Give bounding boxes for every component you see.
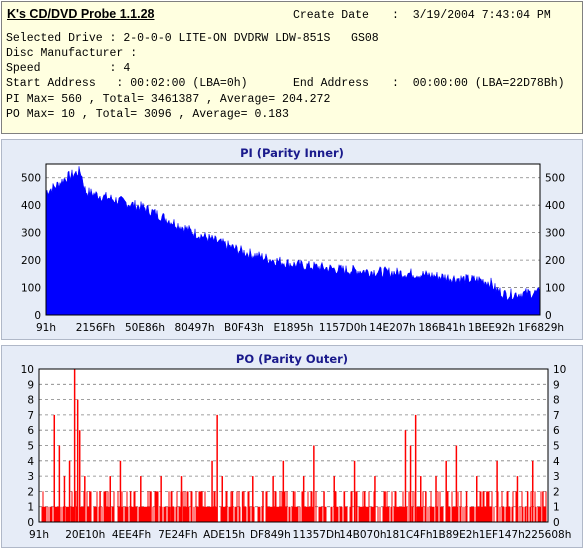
pi-series-area — [45, 166, 541, 316]
y-tick-label-left: 10 — [21, 364, 34, 376]
create-date-label: Create Date — [293, 9, 369, 22]
x-tick-label: 186B41h — [418, 322, 465, 334]
y-tick-label-left: 9 — [27, 379, 34, 391]
y-tick-label-right: 400 — [545, 200, 565, 212]
disc-manufacturer-text: Disc Manufacturer : — [6, 47, 138, 60]
y-tick-label-left: 7 — [27, 410, 34, 422]
x-tick-label: 1157D0h — [319, 322, 367, 334]
x-tick-label: 4EE4Fh — [112, 529, 151, 541]
y-tick-label-right: 6 — [553, 425, 560, 437]
y-tick-label-right: 3 — [553, 471, 560, 483]
x-tick-label: 11357Dh — [293, 529, 341, 541]
y-tick-label-left: 100 — [21, 283, 41, 295]
x-tick-label: E1895h — [273, 322, 313, 334]
y-tick-label-left: 3 — [27, 471, 34, 483]
x-tick-label: 7E24Fh — [158, 529, 197, 541]
x-tick-label: 1EF147h — [479, 529, 525, 541]
x-tick-label: 1BEE92h — [468, 322, 515, 334]
end-address-label: End Address — [293, 77, 369, 90]
y-tick-label-left: 0 — [34, 310, 41, 322]
pi-chart-panel: PI (Parity Inner) 0 0 100 100 200 200 300 300 400… — [1, 139, 583, 340]
y-tick-label-right: 10 — [553, 364, 566, 376]
create-date-value: : 3/19/2004 7:43:04 PM — [392, 9, 551, 22]
y-tick-label-left: 2 — [27, 486, 34, 498]
x-tick-label: DF849h — [250, 529, 291, 541]
x-tick-label: 2156Fh — [76, 322, 115, 334]
end-address-value: : 00:00:00 (LBA=22D78Bh) — [392, 77, 565, 90]
x-tick-label: 20E10h — [65, 529, 105, 541]
pi-stats-text: PI Max= 560 , Total= 3461387 , Average= … — [6, 93, 331, 106]
x-tick-label: 14B070h — [339, 529, 386, 541]
y-tick-label-left: 400 — [21, 200, 41, 212]
x-tick-label: 1F6829h — [518, 322, 564, 334]
info-panel: K's CD/DVD Probe 1.1.28 Create Date : 3/… — [1, 1, 583, 134]
y-tick-label-left: 5 — [27, 441, 34, 453]
y-tick-label-right: 5 — [553, 441, 560, 453]
plot-border — [45, 163, 541, 316]
chart-title: PI (Parity Inner) — [240, 146, 344, 160]
po-chart-panel: PO (Parity Outer) 0 0 1 1 2 2 3 3 4 4 5 5 6 6 7 7 8 8 9 9 10 1… — [1, 345, 583, 548]
x-tick-label: ADE15h — [203, 529, 245, 541]
start-address-text: Start Address : 00:02:00 (LBA=0h) — [6, 77, 248, 90]
y-tick-label-left: 200 — [21, 255, 41, 267]
y-tick-label-right: 1 — [553, 502, 560, 514]
x-tick-label: B0F43h — [224, 322, 264, 334]
y-tick-label-left: 6 — [27, 425, 34, 437]
x-tick-label: 14E207h — [369, 322, 416, 334]
chart-title: PO (Parity Outer) — [236, 352, 348, 366]
x-tick-label: 80497h — [174, 322, 214, 334]
app-title: K's CD/DVD Probe 1.1.28 — [7, 7, 155, 21]
pi-chart: PI (Parity Inner) 0 0 100 100 200 200 300 300 400… — [21, 146, 565, 334]
y-tick-label-right: 200 — [545, 255, 565, 267]
y-tick-label-right: 7 — [553, 410, 560, 422]
y-tick-label-right: 100 — [545, 283, 565, 295]
po-chart: PO (Parity Outer) 0 0 1 1 2 2 3 3 4 4 5 5 6 6 7 7 8 8 9 9 10 1… — [21, 352, 572, 541]
po-stats-text: PO Max= 10 , Total= 3096 , Average= 0.18… — [6, 108, 289, 121]
x-tick-label: 225608h — [525, 529, 572, 541]
y-tick-label-left: 500 — [21, 173, 41, 185]
y-tick-label-right: 300 — [545, 228, 565, 240]
plot-border — [38, 368, 549, 523]
y-tick-label-right: 2 — [553, 486, 560, 498]
x-tick-label: 91h — [36, 322, 56, 334]
x-tick-label: 91h — [29, 529, 49, 541]
y-tick-label-left: 0 — [27, 517, 34, 529]
x-tick-label: 50E86h — [125, 322, 165, 334]
y-tick-label-right: 0 — [553, 517, 560, 529]
x-tick-label: 1B89E2h — [432, 529, 479, 541]
y-tick-label-left: 1 — [27, 502, 34, 514]
y-tick-label-right: 8 — [553, 395, 560, 407]
x-tick-label: 181C4Fh — [386, 529, 433, 541]
y-tick-label-right: 4 — [553, 456, 560, 468]
y-tick-label-right: 0 — [545, 310, 552, 322]
speed-text: Speed : 4 — [6, 62, 131, 75]
y-tick-label-right: 9 — [553, 379, 560, 391]
y-tick-label-left: 8 — [27, 395, 34, 407]
y-tick-label-right: 500 — [545, 173, 565, 185]
selected-drive-text: Selected Drive : 2-0-0-0 LITE-ON DVDRW L… — [6, 32, 379, 45]
y-tick-label-left: 4 — [27, 456, 34, 468]
y-tick-label-left: 300 — [21, 228, 41, 240]
